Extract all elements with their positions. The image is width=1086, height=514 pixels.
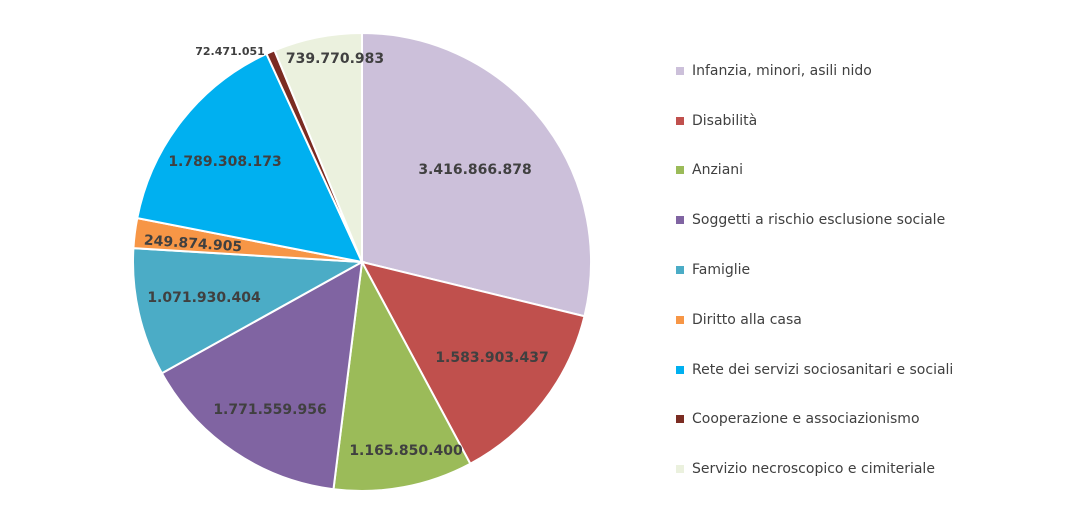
pie-chart: 3.416.866.878 1.583.903.437 1.165.850.400 1… bbox=[132, 31, 592, 492]
pie-slice bbox=[273, 31, 363, 263]
data-label: 72.471.051 bbox=[195, 45, 265, 58]
pie-slice bbox=[136, 52, 364, 264]
legend-item: Servizio necroscopico e cimiteriale bbox=[676, 451, 953, 501]
legend-swatch bbox=[676, 266, 684, 275]
data-label: 3.416.866.878 bbox=[418, 162, 531, 178]
pie-slice bbox=[360, 260, 586, 466]
legend-label: Disabilità bbox=[692, 112, 758, 129]
legend-item: Infanzia, minori, asili nido bbox=[676, 53, 953, 103]
legend-swatch bbox=[676, 315, 684, 324]
data-label: 1.583.903.437 bbox=[435, 350, 548, 366]
pie-slice bbox=[160, 260, 364, 491]
legend-swatch bbox=[676, 66, 684, 75]
legend-swatch bbox=[676, 166, 684, 175]
legend-item: Soggetti a rischio esclusione sociale bbox=[676, 202, 953, 252]
chart-legend: Infanzia, minori, asili nido Disabilità An… bbox=[676, 53, 953, 501]
legend-swatch bbox=[676, 465, 684, 474]
pie-slice bbox=[332, 258, 472, 492]
legend-item: Rete dei servizi sociosanitari e sociali bbox=[676, 352, 953, 402]
legend-swatch bbox=[676, 216, 684, 225]
legend-item: Diritto alla casa bbox=[676, 302, 953, 352]
legend-item: Famiglie bbox=[676, 252, 953, 302]
legend-label: Famiglie bbox=[692, 262, 751, 279]
legend-item: Disabilità bbox=[676, 103, 953, 153]
data-label: 1.165.850.400 bbox=[349, 443, 463, 459]
legend-label: Rete dei servizi sociosanitari e sociali bbox=[692, 361, 954, 378]
data-label: 739.770.983 bbox=[286, 51, 384, 67]
legend-label: Infanzia, minori, asili nido bbox=[692, 62, 872, 79]
legend-item: Cooperazione e associazionismo bbox=[676, 402, 953, 452]
legend-label: Anziani bbox=[692, 162, 744, 179]
data-label: 1.771.559.956 bbox=[213, 402, 326, 418]
data-label: 1.789.308.173 bbox=[168, 154, 281, 170]
legend-label: Soggetti a rischio esclusione sociale bbox=[692, 212, 946, 229]
pie-slice bbox=[132, 247, 366, 375]
legend-label: Diritto alla casa bbox=[692, 311, 802, 328]
legend-swatch bbox=[676, 365, 684, 374]
pie-slice bbox=[361, 31, 592, 318]
legend-label: Servizio necroscopico e cimiteriale bbox=[692, 461, 935, 478]
data-label: 1.071.930.404 bbox=[147, 290, 261, 306]
legend-item: Anziani bbox=[676, 153, 953, 203]
legend-swatch bbox=[676, 116, 684, 125]
data-label: 249.874.905 bbox=[143, 233, 242, 256]
legend-swatch bbox=[676, 415, 684, 424]
legend-label: Cooperazione e associazionismo bbox=[692, 411, 920, 428]
